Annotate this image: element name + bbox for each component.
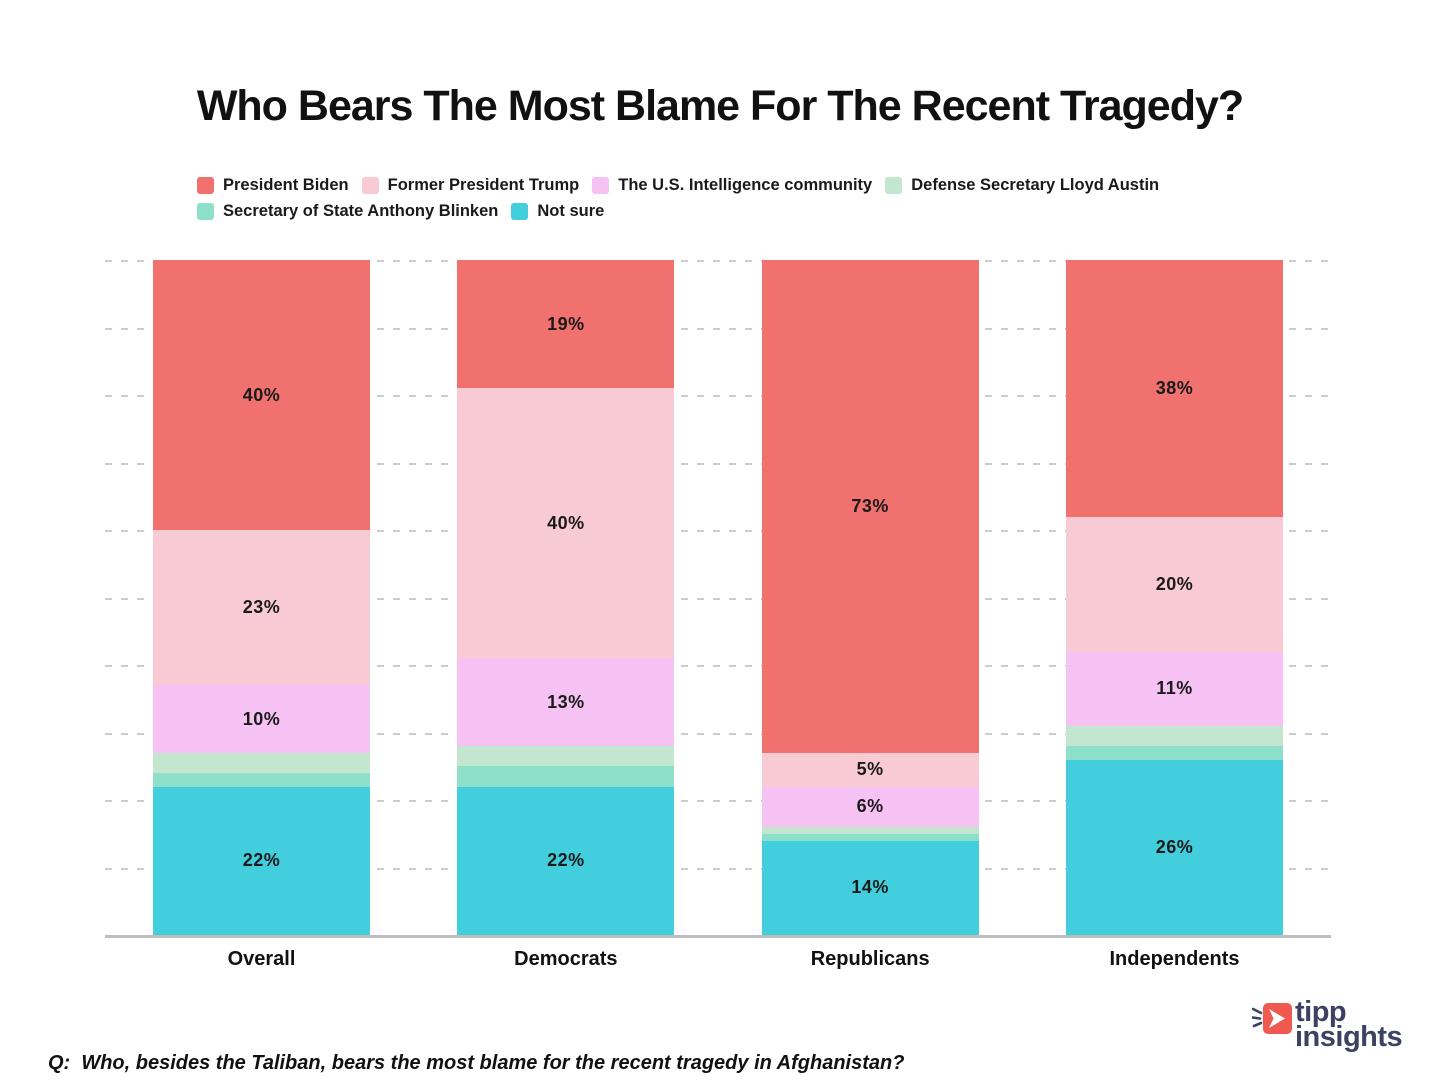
bar-segment: 11% xyxy=(1065,651,1283,726)
legend-swatch-icon xyxy=(197,177,214,194)
bar-segment: 40% xyxy=(153,260,370,530)
category-labels: Overall Democrats Republicans Independents xyxy=(105,948,1331,971)
category-label: Independents xyxy=(1109,948,1240,970)
bar-segment: 13% xyxy=(457,658,675,746)
bar-segment: 22% xyxy=(153,786,370,935)
gridline xyxy=(105,462,1331,465)
bar-segment xyxy=(457,766,675,787)
bar-segment xyxy=(457,746,675,767)
footer-question: Q: Who, besides the Taliban, bears the m… xyxy=(48,1052,905,1074)
bar-segment xyxy=(1065,725,1283,746)
gridline xyxy=(105,732,1331,735)
legend-label: Secretary of State Anthony Blinken xyxy=(223,202,499,220)
legend-swatch-icon xyxy=(361,177,379,194)
bar-segment: 40% xyxy=(457,388,675,659)
legend-swatch-icon xyxy=(885,177,903,194)
gridline xyxy=(105,395,1331,397)
bars: 40% 23% 10% 22% 19% 40% 13% 22% 73% 5% 6% 14% 38% 20%… xyxy=(105,260,1331,935)
bar-segment: 26% xyxy=(1065,759,1283,935)
legend-item: Secretary of State Anthony Blinken xyxy=(197,202,498,221)
legend-swatch-icon xyxy=(197,203,214,220)
bar-segment xyxy=(153,773,370,787)
category-label: Overall xyxy=(227,948,296,970)
legend-item: Not sure xyxy=(511,202,604,221)
bar-segment: 14% xyxy=(761,840,979,935)
plot-area: 40% 23% 10% 22% 19% 40% 13% 22% 73% 5% 6% 14% 38% 20%… xyxy=(105,260,1331,938)
legend-label: Not sure xyxy=(537,202,605,220)
bar-segment xyxy=(1065,746,1283,760)
category-label: Republicans xyxy=(810,948,930,970)
legend-label: The U.S. Intelligence community xyxy=(618,176,873,194)
legend-label: Defense Secretary Lloyd Austin xyxy=(911,176,1160,194)
bar-segment: 5% xyxy=(761,752,979,787)
legend-item: The U.S. Intelligence community xyxy=(592,176,872,195)
legend-swatch-icon xyxy=(592,177,610,194)
bar-segment: 22% xyxy=(457,786,675,935)
bar-segment: 10% xyxy=(153,685,370,753)
gridline xyxy=(105,260,1331,262)
bar-segment: 6% xyxy=(761,786,979,827)
bar-segment xyxy=(153,752,370,773)
tippinsights-logo-icon xyxy=(1252,1003,1292,1034)
gridline xyxy=(105,665,1331,667)
legend-item: Former President Trump xyxy=(361,176,580,195)
bar-segment xyxy=(761,833,979,841)
logo-text: tipp insights xyxy=(1295,996,1403,1053)
legend-item: President Biden xyxy=(197,176,349,195)
tippinsights-logo: tipp insights xyxy=(1252,996,1403,1053)
bar-segment: 23% xyxy=(153,530,370,686)
category-label: Democrats xyxy=(514,948,618,970)
bar-segment: 19% xyxy=(457,260,675,389)
chart-title: Who Bears The Most Blame For The Recent … xyxy=(196,82,1244,130)
gridline xyxy=(105,800,1331,802)
legend-item: Defense Secretary Lloyd Austin xyxy=(885,176,1159,195)
gridline xyxy=(105,597,1331,600)
legend-label: President Biden xyxy=(223,176,349,194)
gridline xyxy=(105,867,1331,870)
gridline xyxy=(105,530,1331,532)
bar-independents: 38% 20% 11% 26% xyxy=(1065,260,1283,935)
bar-segment: 20% xyxy=(1065,516,1283,652)
bar-segment: 73% xyxy=(761,260,979,753)
legend-swatch-icon xyxy=(511,203,529,220)
bar-republicans: 73% 5% 6% 14% xyxy=(761,260,979,935)
gridline xyxy=(105,327,1331,330)
legend-label: Former President Trump xyxy=(387,176,580,194)
bar-segment xyxy=(761,827,979,834)
bar-segment: 38% xyxy=(1065,260,1283,517)
logo-line1: tipp xyxy=(1295,996,1347,1028)
bar-democrats: 19% 40% 13% 22% xyxy=(457,260,675,935)
legend: President Biden Former President Trump The… xyxy=(197,176,1312,221)
bar-overall: 40% 23% 10% 22% xyxy=(153,260,370,935)
logo-line2: insights xyxy=(1295,1021,1403,1053)
footer-notes: Q: Who, besides the Taliban, bears the m… xyxy=(48,986,904,1080)
